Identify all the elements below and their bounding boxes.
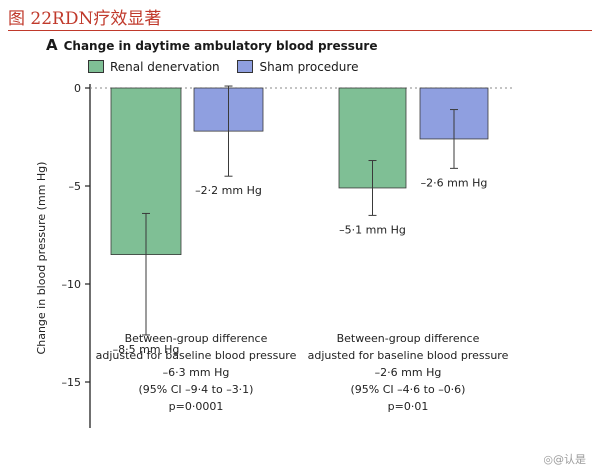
between-group-annotation-line: p=0·01 [388, 400, 429, 413]
legend-item-renal-denervation: Renal denervation [88, 60, 220, 74]
data-label-renal-denervation: –5·1 mm Hg [339, 223, 406, 236]
between-group-annotation-line: adjusted for baseline blood pressure [96, 349, 297, 362]
legend-label-sham-procedure: Sham procedure [259, 60, 359, 74]
y-tick-label: 0 [74, 82, 81, 95]
between-group-annotation-line: –2·6 mm Hg [375, 366, 442, 379]
y-axis-label: Change in blood pressure (mm Hg) [35, 162, 48, 355]
panel-letter: A [46, 36, 58, 54]
between-group-annotation-line: adjusted for baseline blood pressure [308, 349, 509, 362]
data-label-renal-denervation: –8·5 mm Hg [113, 343, 180, 356]
between-group-annotation-line: Between-group difference [125, 332, 268, 345]
between-group-annotation-line: (95% CI –9·4 to –3·1) [139, 383, 254, 396]
figure-caption: 图 22RDN疗效显著 [8, 9, 162, 29]
legend: Renal denervation Sham procedure [88, 60, 372, 74]
legend-item-sham-procedure: Sham procedure [237, 60, 358, 74]
between-group-annotation-line: Between-group difference [337, 332, 480, 345]
y-tick-label: –10 [62, 278, 82, 291]
y-tick-label: –15 [62, 376, 82, 389]
between-group-annotation-line: p=0·0001 [169, 400, 224, 413]
watermark: ◎@认是 [543, 453, 586, 466]
between-group-annotation-line: (95% CI –4·6 to –0·6) [351, 383, 466, 396]
data-label-sham-procedure: –2·2 mm Hg [195, 184, 262, 197]
y-tick-label: –5 [69, 180, 82, 193]
legend-swatch-renal-denervation [88, 60, 104, 73]
legend-label-renal-denervation: Renal denervation [110, 60, 220, 74]
legend-swatch-sham-procedure [237, 60, 254, 73]
panel-heading: A Change in daytime ambulatory blood pres… [46, 36, 377, 54]
between-group-annotation-line: –6·3 mm Hg [163, 366, 230, 379]
caption-rule [8, 30, 592, 31]
chart-title: Change in daytime ambulatory blood press… [63, 39, 378, 53]
data-label-sham-procedure: –2·6 mm Hg [421, 176, 488, 189]
